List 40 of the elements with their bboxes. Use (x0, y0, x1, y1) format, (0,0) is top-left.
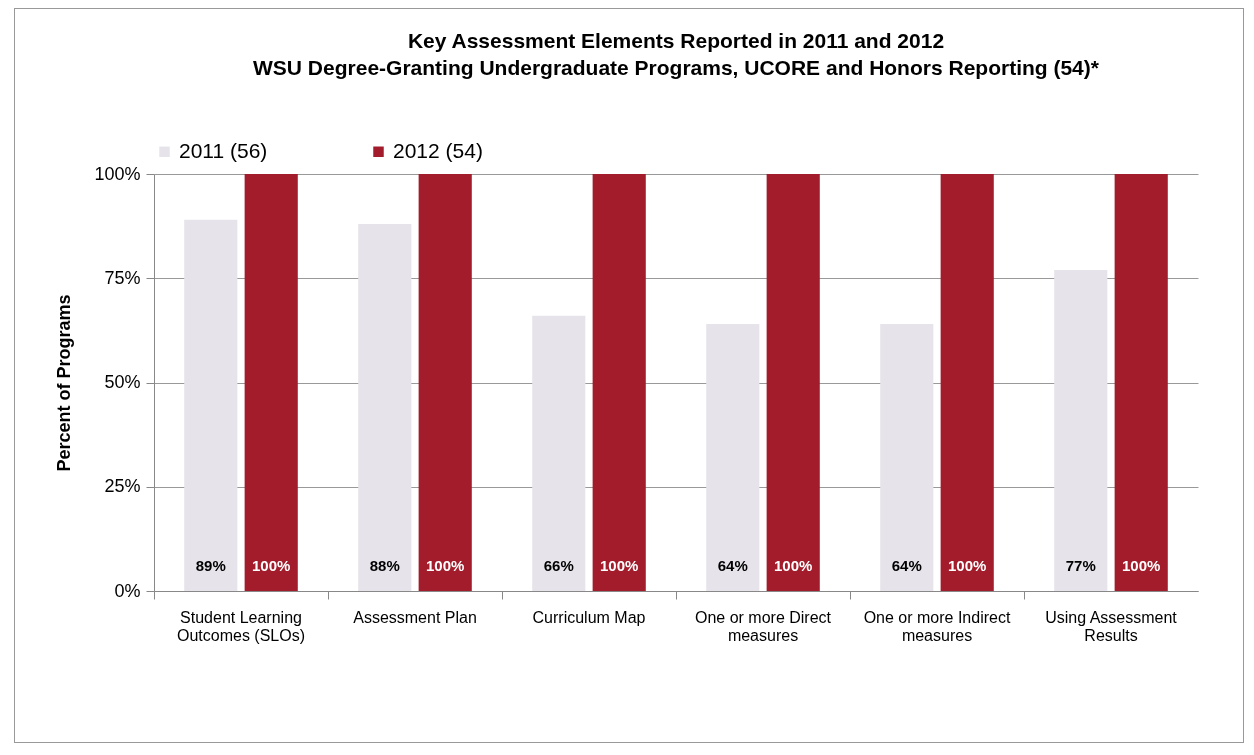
bar (1054, 269, 1108, 591)
bar (184, 219, 238, 591)
data-label: 100% (1122, 557, 1161, 574)
bar (358, 224, 412, 591)
data-label: 100% (774, 557, 813, 574)
legend-label: 2012 (54) (393, 138, 483, 162)
data-label: 89% (195, 557, 226, 574)
bar (766, 174, 820, 591)
data-label: 64% (891, 557, 922, 574)
data-label: 64% (717, 557, 748, 574)
data-label: 100% (948, 557, 987, 574)
data-label: 77% (1065, 557, 1096, 574)
chart-subtitle: WSU Degree-Granting Undergraduate Programs, UCORE and Honors Reporting (54)* (253, 56, 1100, 79)
data-label: 100% (600, 557, 639, 574)
bar (880, 324, 934, 591)
data-label: 66% (543, 557, 574, 574)
y-axis-title: Percent of Programs (54, 294, 75, 472)
y-tick-label: 100% (94, 163, 141, 184)
x-tick-label: Assessment Plan (353, 608, 477, 626)
legend-label: 2011 (56) (179, 138, 268, 162)
x-tick-label: One or more Indirect measures (863, 608, 1011, 644)
x-tick-label: Student Learning Outcomes (SLOs) (176, 608, 306, 644)
x-tick-label: Curriculum Map (532, 608, 646, 626)
bar (244, 174, 298, 591)
bar (592, 174, 646, 591)
y-tick-label: 0% (114, 580, 141, 601)
y-tick-label: 75% (104, 267, 141, 288)
bar (706, 324, 760, 591)
data-label: 88% (369, 557, 400, 574)
bar (940, 174, 994, 591)
x-tick-label: One or more Direct measures (694, 608, 832, 644)
chart-title: Key Assessment Elements Reported in 2011 and 2012 (407, 29, 945, 52)
y-tick-label: 50% (104, 372, 141, 392)
bar (418, 174, 472, 591)
y-tick-label: 25% (104, 476, 141, 497)
x-tick-label: Using Assessment Results (1045, 608, 1178, 644)
bar (532, 315, 586, 591)
bar (1114, 174, 1168, 591)
data-label: 100% (252, 557, 291, 574)
data-label: 100% (426, 557, 465, 574)
